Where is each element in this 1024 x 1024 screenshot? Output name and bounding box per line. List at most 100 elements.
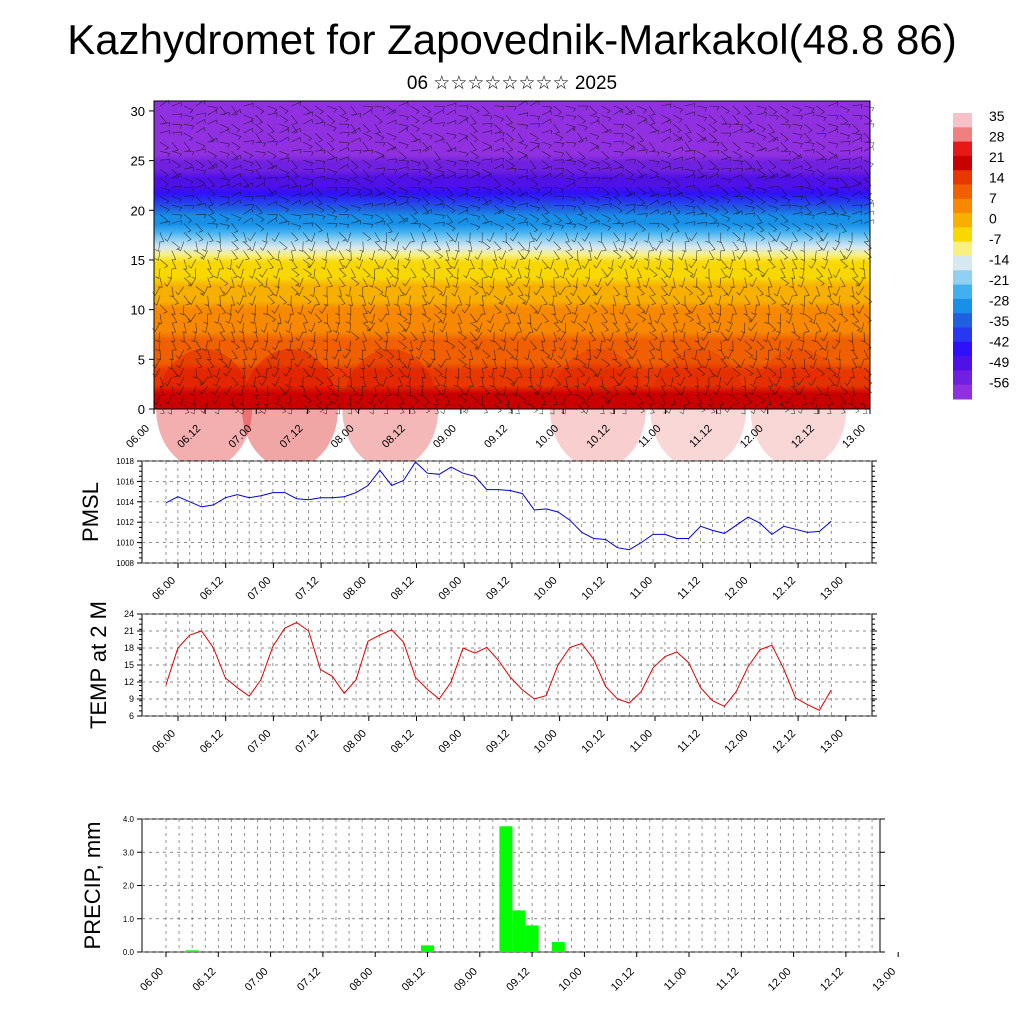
wind-barb (661, 128, 671, 134)
wind-barb (418, 385, 423, 397)
wind-barb (319, 304, 328, 314)
wind-barb (440, 286, 447, 297)
wind-barb (362, 177, 373, 185)
wind-barb (421, 331, 426, 342)
wind-barb (708, 123, 718, 133)
wind-barb (804, 367, 811, 378)
wind-barb (565, 159, 577, 166)
wind-barb (494, 132, 505, 137)
wind-barb (303, 182, 313, 188)
wind-barb (434, 394, 439, 405)
wind-barb (863, 132, 872, 143)
wind-barb (458, 349, 467, 359)
wind-barb (298, 376, 304, 388)
wind-barb (720, 331, 728, 342)
wind-barb (744, 123, 753, 133)
wind-barb (613, 150, 624, 157)
wind-barb (405, 295, 411, 306)
wind-barb (345, 322, 352, 334)
wind-barb (350, 113, 362, 118)
wind-barb (780, 358, 787, 369)
wind-barb (291, 232, 299, 242)
wind-barb (561, 403, 566, 415)
wind-barb (183, 295, 191, 306)
wind-barb (326, 114, 336, 124)
wind-barb (744, 394, 753, 405)
wind-barb (696, 403, 706, 413)
wind-barb (446, 205, 456, 214)
wind-barb (272, 376, 280, 387)
wind-barb (255, 160, 262, 170)
wind-barb (589, 114, 600, 121)
wind-barb (601, 385, 610, 395)
wind-barb (529, 114, 541, 121)
wind-barb (744, 196, 754, 205)
wind-barb (797, 403, 805, 414)
wind-barb (229, 394, 234, 406)
wind-barb (702, 385, 710, 396)
wind-barb (429, 331, 435, 343)
wind-barb (649, 168, 659, 177)
wind-barb (243, 217, 254, 224)
wind-barb (553, 141, 565, 148)
wind-barb (748, 385, 757, 396)
wind-barb (183, 250, 192, 260)
wind-barb (565, 304, 572, 315)
wind-barb (760, 268, 769, 278)
wind-barb (724, 376, 733, 386)
wind-barb (625, 295, 631, 306)
wind-barb (672, 385, 681, 396)
wind-barb (338, 250, 345, 261)
wind-barb (593, 286, 602, 296)
wind-barb (267, 201, 278, 206)
wind-barb (322, 349, 328, 361)
wind-barb (434, 250, 444, 259)
wind-barb (169, 286, 174, 297)
wind-barb (827, 394, 834, 405)
wind-barb (523, 277, 531, 288)
wind-barb (667, 376, 674, 388)
wind-barb (422, 141, 430, 152)
wind-barb (694, 376, 699, 388)
wind-barb (644, 367, 650, 379)
wind-barb (493, 205, 503, 215)
wind-barb (226, 259, 232, 270)
wind-barb (708, 394, 713, 405)
wind-barb (856, 277, 865, 287)
wind-barb (291, 241, 297, 252)
wind-barb (517, 214, 528, 222)
wind-barb (219, 201, 230, 207)
wind-barb (792, 114, 803, 120)
wind-barb (816, 196, 826, 205)
wind-barb (577, 322, 586, 332)
wind-barb (720, 214, 731, 222)
wind-barb (582, 277, 590, 288)
wind-barb (852, 104, 863, 109)
wind-barb (475, 322, 483, 333)
wind-barb (362, 313, 369, 324)
wind-barb (422, 286, 427, 297)
wind-barb (682, 241, 687, 252)
wind-barb (231, 123, 241, 133)
wind-barb (660, 376, 667, 387)
wind-barb (851, 295, 861, 305)
wind-barb (386, 196, 397, 204)
wind-barb (470, 168, 481, 177)
wind-barb (839, 277, 846, 288)
wind-barb (828, 141, 839, 148)
wind-barb (785, 295, 793, 306)
wind-barb (799, 304, 805, 316)
wind-barb (167, 358, 173, 370)
wind-barb (248, 340, 256, 351)
wind-barb (780, 304, 790, 313)
wind-barb (661, 103, 672, 108)
colorbar-swatch (953, 256, 972, 271)
wind-barb (780, 241, 789, 251)
wind-barb (708, 286, 713, 297)
wind-barb (486, 313, 495, 324)
precip-bar (551, 942, 565, 952)
x-tick-label: 13.00 (840, 423, 868, 451)
wind-barb (780, 223, 790, 232)
wind-barb (505, 114, 513, 125)
wind-barb (517, 187, 525, 197)
